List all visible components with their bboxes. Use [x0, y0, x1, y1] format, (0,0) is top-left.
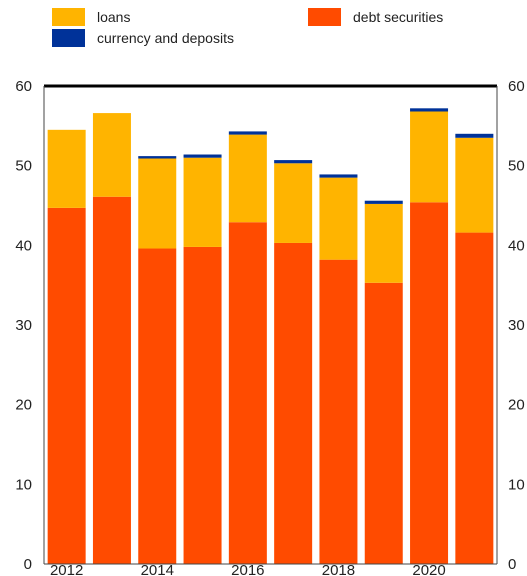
bar-currency-and-deposits-2017 [274, 160, 313, 164]
legend-label-currency-and-deposits: currency and deposits [97, 30, 234, 46]
x-axis-labels: 2012 2014 2016 2018 2020 [50, 562, 446, 576]
x-tick-label: 2012 [50, 562, 83, 576]
bar-loans-2020 [410, 111, 449, 203]
legend-label-loans: loans [97, 9, 130, 25]
bar-loans-2013 [92, 113, 131, 197]
y-tick-right: 60 [508, 78, 525, 95]
y-tick-left: 50 [15, 158, 32, 175]
legend: loans debt securities currency and deposit… [52, 8, 443, 47]
y-tick-right: 0 [508, 556, 516, 573]
y-tick-right: 20 [508, 397, 525, 414]
bar-loans-2017 [274, 163, 313, 243]
y-tick-left: 10 [15, 476, 32, 493]
y-tick-right: 30 [508, 317, 525, 334]
x-tick-label: 2018 [322, 562, 355, 576]
bar-debt-securities-2019 [364, 282, 403, 564]
x-tick-label: 2020 [412, 562, 445, 576]
bar-currency-and-deposits-2019 [364, 200, 403, 204]
bar-debt-securities-2013 [92, 196, 131, 565]
legend-swatch-currency-and-deposits [52, 29, 85, 47]
bar-debt-securities-2018 [319, 259, 358, 564]
bar-debt-securities-2020 [410, 202, 449, 564]
bar-currency-and-deposits-2021 [455, 133, 494, 138]
bar-currency-and-deposits-2014 [138, 156, 177, 159]
bar-loans-2018 [319, 177, 358, 260]
y-tick-left: 20 [15, 397, 32, 414]
y-axis-left-labels: 0 10 20 30 40 50 60 [15, 78, 32, 573]
y-tick-right: 40 [508, 237, 525, 254]
bar-currency-and-deposits-2016 [228, 131, 267, 135]
bar-loans-2019 [364, 203, 403, 283]
y-tick-left: 30 [15, 317, 32, 334]
bar-loans-2016 [228, 134, 267, 223]
axes [43, 84, 498, 565]
x-tick-label: 2014 [141, 562, 174, 576]
legend-swatch-loans [52, 8, 85, 26]
bar-loans-2015 [183, 157, 222, 247]
bar-loans-2012 [47, 129, 86, 208]
y-axis-right-labels: 0 10 20 30 40 50 60 [508, 78, 525, 573]
bar-debt-securities-2017 [274, 242, 313, 564]
y-tick-left: 60 [15, 78, 32, 95]
y-tick-right: 10 [508, 476, 525, 493]
bar-debt-securities-2015 [183, 246, 222, 564]
bar-debt-securities-2016 [228, 222, 267, 565]
y-tick-left: 40 [15, 237, 32, 254]
bars [47, 108, 494, 565]
y-tick-left: 0 [24, 556, 32, 573]
bar-debt-securities-2014 [138, 248, 177, 564]
bar-debt-securities-2012 [47, 207, 86, 564]
bar-loans-2021 [455, 137, 494, 233]
y-tick-right: 50 [508, 158, 525, 175]
legend-swatch-debt-securities [308, 8, 341, 26]
bar-debt-securities-2021 [455, 232, 494, 564]
bar-currency-and-deposits-2015 [183, 154, 222, 158]
bar-currency-and-deposits-2018 [319, 174, 358, 178]
x-tick-label: 2016 [231, 562, 264, 576]
bar-currency-and-deposits-2020 [410, 108, 449, 112]
legend-label-debt-securities: debt securities [353, 9, 443, 25]
bar-loans-2014 [138, 158, 177, 249]
